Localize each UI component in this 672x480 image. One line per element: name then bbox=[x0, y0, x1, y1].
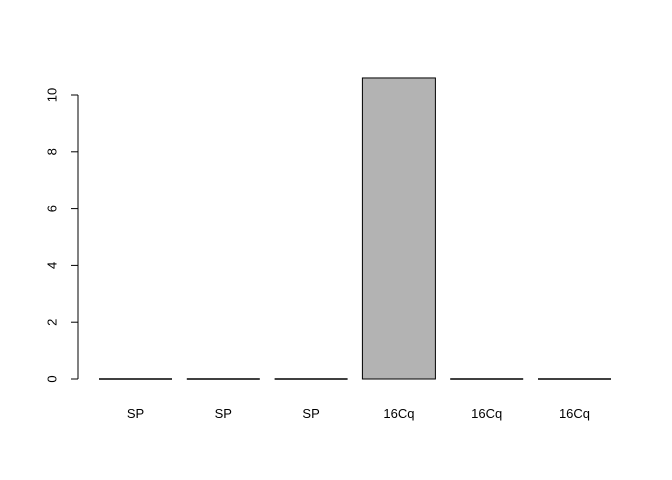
y-axis: 0 2 4 6 8 10 bbox=[45, 88, 79, 383]
y-tick-label: 4 bbox=[45, 262, 60, 269]
bars-group bbox=[99, 77, 611, 380]
y-tick-label: 8 bbox=[45, 148, 60, 155]
x-category-label: SP bbox=[302, 406, 319, 421]
y-tick-label: 6 bbox=[45, 205, 60, 212]
x-category-label: 16Cq bbox=[559, 406, 590, 421]
x-axis-labels: SP SP SP 16Cq 16Cq 16Cq bbox=[127, 406, 590, 421]
x-category-label: 16Cq bbox=[383, 406, 414, 421]
x-category-label: SP bbox=[215, 406, 232, 421]
y-tick-label: 0 bbox=[45, 375, 60, 382]
bar bbox=[361, 77, 436, 380]
x-category-label: SP bbox=[127, 406, 144, 421]
y-tick-label: 2 bbox=[45, 319, 60, 326]
x-category-label: 16Cq bbox=[471, 406, 502, 421]
y-tick-label: 10 bbox=[45, 88, 60, 102]
